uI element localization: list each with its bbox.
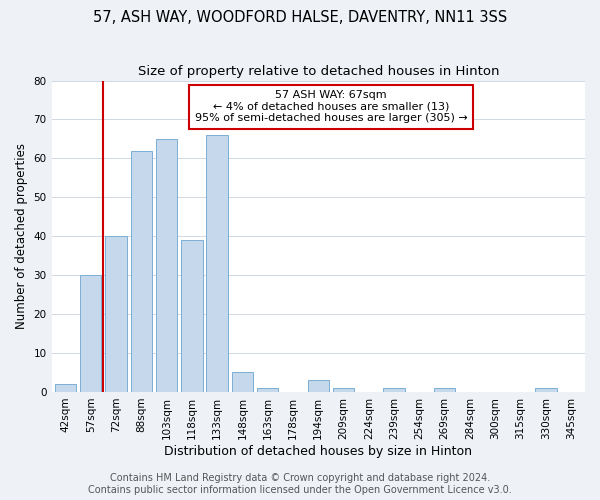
Bar bbox=[156, 139, 178, 392]
Bar bbox=[535, 388, 557, 392]
X-axis label: Distribution of detached houses by size in Hinton: Distribution of detached houses by size … bbox=[164, 444, 472, 458]
Bar bbox=[80, 275, 101, 392]
Bar bbox=[206, 135, 228, 392]
Bar bbox=[257, 388, 278, 392]
Bar bbox=[181, 240, 203, 392]
Y-axis label: Number of detached properties: Number of detached properties bbox=[15, 144, 28, 330]
Bar bbox=[383, 388, 405, 392]
Text: Contains HM Land Registry data © Crown copyright and database right 2024.
Contai: Contains HM Land Registry data © Crown c… bbox=[88, 474, 512, 495]
Bar bbox=[131, 150, 152, 392]
Bar bbox=[308, 380, 329, 392]
Bar bbox=[333, 388, 354, 392]
Text: 57 ASH WAY: 67sqm
← 4% of detached houses are smaller (13)
95% of semi-detached : 57 ASH WAY: 67sqm ← 4% of detached house… bbox=[194, 90, 467, 124]
Text: 57, ASH WAY, WOODFORD HALSE, DAVENTRY, NN11 3SS: 57, ASH WAY, WOODFORD HALSE, DAVENTRY, N… bbox=[93, 10, 507, 25]
Bar bbox=[105, 236, 127, 392]
Title: Size of property relative to detached houses in Hinton: Size of property relative to detached ho… bbox=[137, 65, 499, 78]
Bar bbox=[55, 384, 76, 392]
Bar bbox=[434, 388, 455, 392]
Bar bbox=[232, 372, 253, 392]
